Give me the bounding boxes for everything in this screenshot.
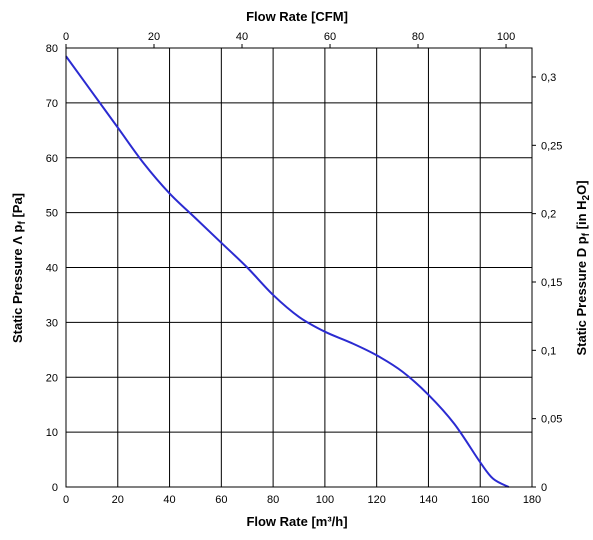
x2-tick-label-0: 0 [63,31,69,43]
y-tick-label-7: 70 [46,98,58,110]
y-tick-label-4: 40 [46,263,58,275]
pressure-curve [65,55,510,488]
y-tick-label-8: 80 [46,43,58,55]
y2-tick-label-2: 0,1 [541,345,556,357]
x-tick-label-3: 60 [215,494,227,506]
grid [65,47,533,488]
x2-tick-label-4: 80 [412,31,424,43]
x-ticks: 0 20 40 60 80 100 120 140 160 180 [63,494,541,506]
y2-tick-label-5: 0,25 [541,140,562,152]
y-axis-title-main: Static Pressure Λ p [10,224,25,343]
x2-tick-label-3: 60 [324,31,336,43]
y2-axis-title-unit-suffix: O] [574,180,589,194]
x-tick-label-1: 20 [112,494,124,506]
y2-axis-title-unit-prefix: [in H [574,200,589,233]
y2-tick-label-0: 0 [541,482,547,494]
y-tick-label-0: 0 [52,482,58,494]
x-tick-label-0: 0 [63,494,69,506]
y-tick-label-1: 10 [46,427,58,439]
y2-axis-title-main: Static Pressure D p [574,236,589,355]
x-tick-label-8: 160 [471,494,489,506]
x-tick-label-5: 100 [316,494,334,506]
y-axis-title-sub: f [17,221,28,225]
x-tick-label-2: 40 [163,494,175,506]
y2-axis-title: Static Pressure D pf [in H2O] [574,180,592,355]
y-ticks: 0 10 20 30 40 50 60 70 80 [46,43,58,494]
y-tick-label-3: 30 [46,317,58,329]
y2-axis-title-sub: f [581,232,592,236]
plot-frame [65,47,533,488]
x-tick-label-6: 120 [367,494,385,506]
y2-tick-label-6: 0,3 [541,72,556,84]
x-tick-label-7: 140 [419,494,437,506]
x-tick-label-9: 180 [523,494,541,506]
y-tick-label-2: 20 [46,372,58,384]
y-tick-label-5: 50 [46,208,58,220]
x2-axis-title: Flow Rate [CFM] [246,9,348,24]
y2-tick-label-4: 0,2 [541,209,556,221]
y2-tick-label-1: 0,05 [541,414,562,426]
y2-axis-title-unit-sub: 2 [581,194,592,200]
x-tick-label-4: 80 [267,494,279,506]
y2-tick-label-3: 0,15 [541,277,562,289]
y2-ticks: 0 0,05 0,1 0,15 0,2 0,25 0,3 [532,72,562,494]
x2-ticks: 0 20 40 60 80 100 [63,31,515,48]
x2-tick-label-1: 20 [148,31,160,43]
x2-tick-label-5: 100 [497,31,515,43]
x2-tick-label-2: 40 [236,31,248,43]
y-axis-title-unit: [Pa] [10,193,25,221]
x-axis-title: Flow Rate [m³/h] [246,514,347,529]
y-axis-title: Static Pressure Λ pf [Pa] [10,193,28,343]
y-tick-label-6: 60 [46,153,58,165]
